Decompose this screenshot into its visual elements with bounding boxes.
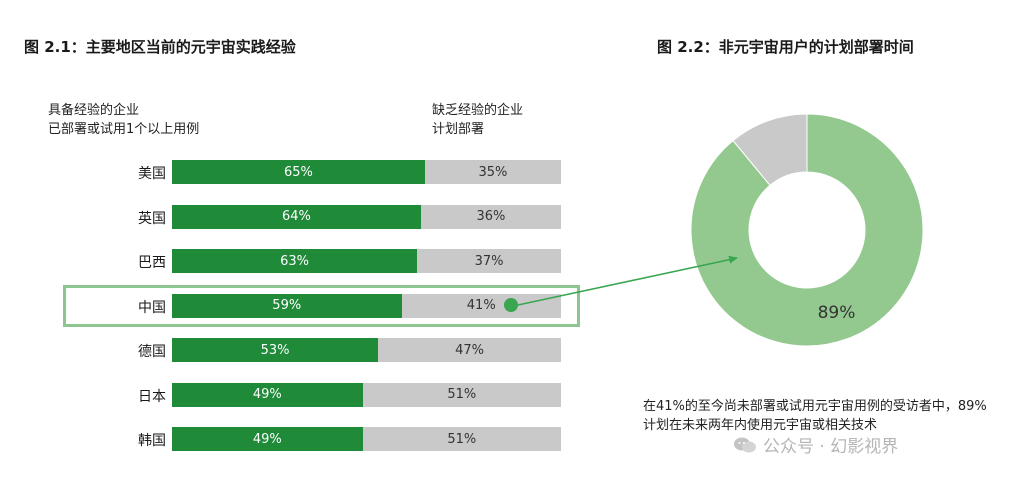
donut-chart: 89% (690, 113, 924, 347)
bar-inexperienced: 51% (362, 427, 561, 451)
bar-value-label: 59% (272, 298, 302, 313)
legend-experienced-line1: 具备经验的企业 (48, 103, 140, 118)
note-text: 在41%的至今尚未部署或试用元宇宙用例的受访者中，89%计划在未来两年内使用元宇… (643, 399, 987, 433)
row-label: 英国 (138, 210, 166, 227)
bar-experienced: 59% (172, 293, 402, 318)
connector-arrow (517, 255, 738, 306)
bar-value-label: 37% (474, 253, 504, 269)
bar-inexperienced: 47% (378, 338, 561, 362)
bar-inexperienced: 41% (401, 293, 561, 318)
bar-experienced: 63% (172, 249, 418, 273)
row-label: 中国 (138, 299, 166, 316)
row-label: 日本 (138, 388, 166, 405)
donut-slice-main (690, 113, 924, 347)
wechat-icon (734, 437, 756, 452)
row-label: 德国 (138, 344, 166, 360)
figure-2-1-title: 图 2.1：主要地区当前的元宇宙实践经验 (24, 38, 296, 56)
watermark-text: 公众号 · 幻影视界 (763, 437, 899, 457)
bar-value-label: 49% (252, 431, 282, 447)
bar-value-label: 36% (476, 209, 506, 224)
figure-2-2-title: 图 2.2：非元宇宙用户的计划部署时间 (657, 38, 914, 56)
bar-value-label: 63% (280, 253, 309, 269)
bar-value-label: 65% (283, 164, 313, 180)
row-label: 韩国 (138, 433, 166, 449)
bar-experienced: 65% (172, 160, 425, 184)
row-label: 巴西 (138, 255, 166, 271)
highlight-box-china (63, 285, 580, 327)
donut-slice-label: 89% (818, 303, 856, 323)
legend-inexperienced-line1: 缺乏经验的企业 (432, 103, 524, 118)
bar-value-label: 53% (260, 342, 290, 358)
donut-slice-rest (732, 113, 808, 187)
bar-value-label: 41% (466, 298, 496, 313)
row-label: 美国 (138, 166, 166, 182)
bar-experienced: 64% (172, 204, 421, 229)
bar-inexperienced: 36% (420, 204, 561, 229)
bar-inexperienced: 37% (417, 249, 561, 273)
bar-value-label: 49% (252, 387, 282, 402)
bar-value-label: 47% (455, 342, 485, 358)
bar-experienced: 49% (172, 382, 363, 407)
bar-value-label: 35% (478, 164, 508, 180)
connector-dot (504, 298, 518, 312)
bar-inexperienced: 51% (362, 382, 561, 407)
legend-inexperienced-line2: 计划部署 (432, 122, 485, 137)
legend-experienced: 具备经验的企业 已部署或试用1个以上用例 (48, 101, 199, 139)
legend-inexperienced: 缺乏经验的企业 计划部署 (432, 101, 523, 139)
legend-experienced-line2: 已部署或试用1个以上用例 (48, 122, 200, 137)
bar-inexperienced: 35% (424, 160, 561, 184)
bar-experienced: 53% (172, 338, 379, 362)
bar-value-label: 51% (447, 387, 477, 402)
bar-value-label: 64% (282, 209, 311, 224)
watermark: 公众号 · 幻影视界 (733, 432, 898, 457)
bar-value-label: 51% (447, 431, 477, 447)
bar-experienced: 49% (172, 427, 363, 451)
